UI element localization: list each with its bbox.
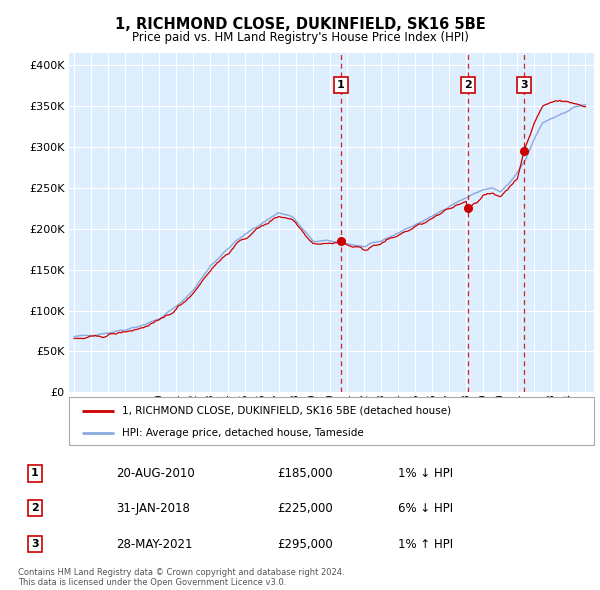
Text: £295,000: £295,000 <box>277 537 333 550</box>
Text: 2: 2 <box>464 80 472 90</box>
Text: 3: 3 <box>520 80 528 90</box>
Text: 1: 1 <box>31 468 39 478</box>
FancyBboxPatch shape <box>69 397 594 445</box>
Text: £225,000: £225,000 <box>277 502 333 514</box>
Text: 6% ↓ HPI: 6% ↓ HPI <box>398 502 453 514</box>
Text: 1% ↓ HPI: 1% ↓ HPI <box>398 467 453 480</box>
Text: 28-MAY-2021: 28-MAY-2021 <box>116 537 192 550</box>
Text: 1, RICHMOND CLOSE, DUKINFIELD, SK16 5BE (detached house): 1, RICHMOND CLOSE, DUKINFIELD, SK16 5BE … <box>121 405 451 415</box>
Text: Contains HM Land Registry data © Crown copyright and database right 2024.
This d: Contains HM Land Registry data © Crown c… <box>18 568 344 587</box>
Text: 2: 2 <box>31 503 39 513</box>
Text: HPI: Average price, detached house, Tameside: HPI: Average price, detached house, Tame… <box>121 428 363 438</box>
Text: 20-AUG-2010: 20-AUG-2010 <box>116 467 194 480</box>
Text: Price paid vs. HM Land Registry's House Price Index (HPI): Price paid vs. HM Land Registry's House … <box>131 31 469 44</box>
Text: 1: 1 <box>337 80 344 90</box>
Text: 1, RICHMOND CLOSE, DUKINFIELD, SK16 5BE: 1, RICHMOND CLOSE, DUKINFIELD, SK16 5BE <box>115 17 485 31</box>
Text: 1% ↑ HPI: 1% ↑ HPI <box>398 537 453 550</box>
Text: 31-JAN-2018: 31-JAN-2018 <box>116 502 190 514</box>
Text: 3: 3 <box>31 539 39 549</box>
Text: £185,000: £185,000 <box>277 467 332 480</box>
